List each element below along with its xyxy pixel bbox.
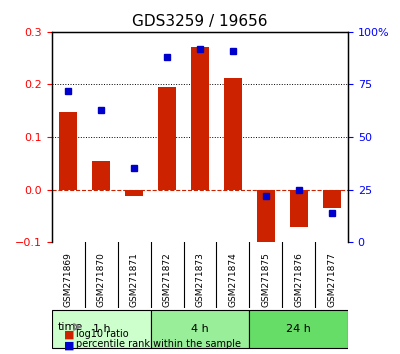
FancyBboxPatch shape [151,310,249,348]
Text: GSM271871: GSM271871 [130,252,139,307]
Bar [158,87,176,189]
Text: 4 h: 4 h [191,324,209,334]
Bar [92,161,110,189]
Text: GSM271872: GSM271872 [163,252,172,307]
Title: GDS3259 / 19656: GDS3259 / 19656 [132,14,268,29]
Text: ■: ■ [64,330,74,340]
FancyBboxPatch shape [249,310,348,348]
Text: 1 h: 1 h [92,324,110,334]
Bar [224,78,242,189]
FancyBboxPatch shape [52,310,151,348]
Text: GSM271869: GSM271869 [64,252,73,307]
Text: log10 ratio: log10 ratio [76,329,129,339]
Text: GSM271876: GSM271876 [294,252,303,307]
Text: GSM271875: GSM271875 [261,252,270,307]
Bar [125,189,143,196]
Text: ■: ■ [64,341,74,351]
Bar [290,189,308,227]
Text: percentile rank within the sample: percentile rank within the sample [76,339,241,349]
Bar [257,189,275,252]
Text: GSM271874: GSM271874 [228,252,237,307]
Bar [191,47,209,189]
Text: time: time [58,322,83,332]
Text: GSM271870: GSM271870 [97,252,106,307]
Bar [322,189,340,208]
Bar [59,112,78,189]
Text: GSM271877: GSM271877 [327,252,336,307]
Text: GSM271873: GSM271873 [196,252,204,307]
Text: 24 h: 24 h [286,324,311,334]
